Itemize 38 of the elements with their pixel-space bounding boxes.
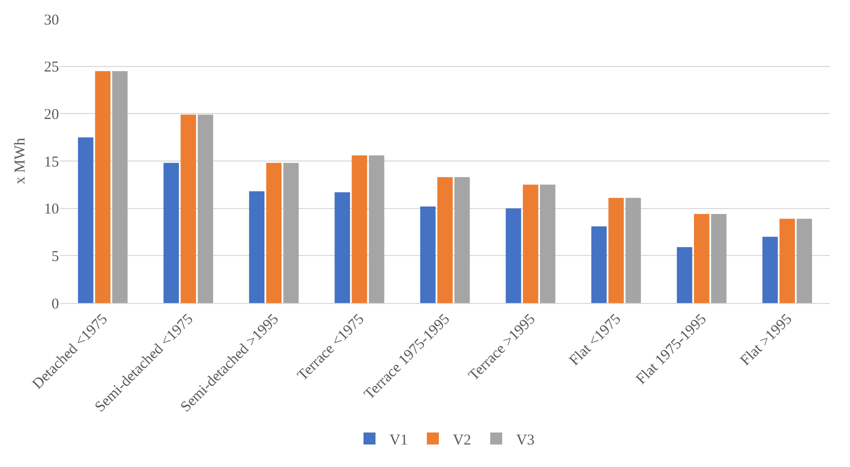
bar <box>164 162 179 303</box>
bar <box>626 198 641 303</box>
y-axis-title: x MWh <box>12 137 28 184</box>
bar <box>249 191 264 303</box>
bar <box>368 155 384 303</box>
bar <box>780 218 795 303</box>
bar <box>762 236 778 303</box>
legend-label: V3 <box>516 432 535 448</box>
y-tick-label: 15 <box>44 154 59 170</box>
y-tick-label: 20 <box>44 106 59 123</box>
bar <box>540 184 556 303</box>
y-tick-label: 10 <box>44 202 59 218</box>
legend-label: V2 <box>452 432 472 448</box>
bar <box>694 214 710 303</box>
bar <box>608 198 624 303</box>
bar <box>796 218 812 303</box>
bar <box>78 137 94 303</box>
bar <box>95 71 110 303</box>
bar <box>198 114 214 303</box>
bar <box>352 155 368 303</box>
bar <box>180 114 196 303</box>
bar <box>334 192 350 303</box>
bar <box>591 226 607 303</box>
bar <box>266 162 282 303</box>
bar <box>711 214 726 303</box>
bar <box>420 206 436 303</box>
y-tick-label: 25 <box>44 60 59 76</box>
y-tick-label: 5 <box>52 248 59 265</box>
y-tick-label: 30 <box>44 12 59 28</box>
bar <box>676 247 692 303</box>
bar <box>522 184 538 303</box>
bar <box>454 177 470 303</box>
bar <box>283 162 299 303</box>
y-tick-label: 0 <box>52 296 59 312</box>
legend-label: V1 <box>390 432 408 448</box>
bar <box>437 177 453 303</box>
bar <box>506 208 522 303</box>
bar <box>112 71 128 303</box>
